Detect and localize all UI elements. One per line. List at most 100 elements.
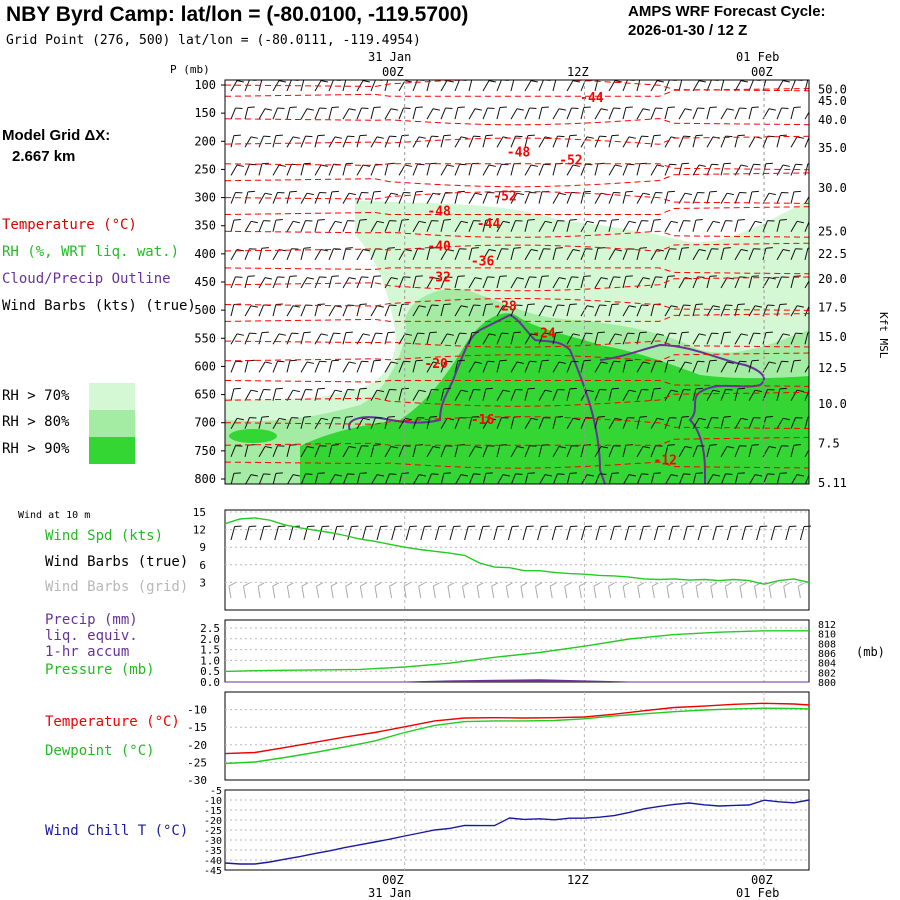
cs-barb-214 xyxy=(286,220,300,232)
cs-barb-27-flag xyxy=(614,80,622,83)
cs-barb-196-staff xyxy=(622,191,627,204)
cs-barb-628-flag xyxy=(796,474,804,477)
cs-barb-537-flag xyxy=(698,417,706,421)
cs-barb-58-flag xyxy=(457,106,465,108)
cs-barb-353 xyxy=(468,304,481,317)
cs-barb-43 xyxy=(244,106,255,120)
cs-barb-80 xyxy=(762,108,776,120)
cs-barb-255-flag xyxy=(278,248,286,252)
cs-barb-607 xyxy=(497,474,510,484)
cs-barb-118-staff xyxy=(706,136,714,148)
cs-barb-48-staff xyxy=(314,107,320,120)
cs-barb-498-staff xyxy=(734,388,739,401)
cs-barb-197-flag xyxy=(642,192,650,196)
cs-barb-238-staff xyxy=(622,221,630,232)
cs-barb-366-staff xyxy=(650,304,655,317)
grid-barb-1-staff xyxy=(243,586,247,599)
cs-barb-464 xyxy=(258,388,271,401)
cs-barb-553-staff xyxy=(328,445,333,457)
cs-barb-410-flag xyxy=(681,331,689,334)
cs-barb-314 xyxy=(510,277,524,289)
cs-barb-208-flag xyxy=(793,190,801,193)
cs-barb-312 xyxy=(482,276,495,289)
cs-barb-165-staff xyxy=(776,164,784,176)
cs-barb-0 xyxy=(230,80,244,92)
cs-barb-395 xyxy=(468,331,479,345)
cs-barb-11 xyxy=(384,80,389,92)
cs-barb-563-staff xyxy=(468,446,476,458)
cs-barb-197-staff xyxy=(636,192,644,204)
wind-tick-6: 6 xyxy=(199,559,206,572)
cs-barb-97 xyxy=(412,136,426,148)
cs-barb-522-flag xyxy=(488,417,496,421)
cs-barb-324 xyxy=(650,276,663,289)
windchill-tick--35: -35 xyxy=(204,846,222,857)
grid-barb-22 xyxy=(549,582,557,599)
cs-barb-52-flag xyxy=(373,106,381,108)
legend-rh90-label: RH > 90% xyxy=(2,441,70,457)
cs-barb-442-staff xyxy=(538,360,543,373)
cs-barb-81 xyxy=(776,107,789,120)
cs-barb-360-flag xyxy=(569,303,577,305)
cs-barb-179-flag xyxy=(390,192,398,196)
cs-barb-561 xyxy=(440,445,453,458)
cs-barb-73 xyxy=(664,106,675,120)
grid-barb-17 xyxy=(476,582,484,599)
true-barb-28-staff xyxy=(639,526,644,541)
cs-barb-424-staff xyxy=(286,360,291,373)
cs-barb-496-flag xyxy=(712,389,720,393)
cs-barb-281-flag xyxy=(639,247,647,249)
cs-barb-95-staff xyxy=(384,135,390,148)
cs-barb-70-flag xyxy=(625,106,633,108)
cs-barb-68-flag xyxy=(600,108,608,111)
precip-tick-0.0: 0.0 xyxy=(200,676,220,689)
cs-barb-23-flag xyxy=(556,79,563,80)
cs-barb-466-flag xyxy=(292,389,300,393)
cs-barb-420 xyxy=(230,360,243,373)
cs-barb-9-flag xyxy=(362,80,370,83)
cs-barb-540-staff xyxy=(734,418,742,429)
cs-barb-82-staff xyxy=(790,107,795,120)
cs-barb-343 xyxy=(328,305,342,317)
cs-barb-19 xyxy=(496,80,509,92)
grid-barb-7 xyxy=(330,582,338,599)
temp-dewpoint-panel: -30-25-20-15-10 xyxy=(187,691,810,787)
cs-barb-445 xyxy=(580,359,591,373)
cs-barb-431-flag xyxy=(390,361,398,364)
cs-barb-572-staff xyxy=(594,446,602,458)
cs-barb-392-staff xyxy=(426,332,431,345)
cs-barb-160-staff xyxy=(706,164,712,176)
cs-barb-597 xyxy=(356,472,367,484)
cs-barb-590-staff xyxy=(258,473,264,484)
cs-barb-143-staff xyxy=(468,163,473,176)
cs-barb-200-staff xyxy=(678,192,686,204)
cs-barb-578-flag xyxy=(684,445,692,449)
cs-barb-517 xyxy=(412,417,425,429)
kft-tick-13: 5.11 xyxy=(818,476,847,490)
cs-barb-168 xyxy=(230,191,243,204)
cs-barb-341 xyxy=(300,304,313,317)
cs-barb-330-staff xyxy=(734,276,740,289)
true-barb-20 xyxy=(522,525,534,541)
temperature-label-5: -44 xyxy=(477,217,501,232)
cs-barb-566-staff xyxy=(510,446,518,458)
cs-barb-240-staff xyxy=(650,219,655,232)
cs-barb-521-flag xyxy=(471,416,479,418)
cs-barb-494 xyxy=(678,388,691,401)
cs-barb-439-staff xyxy=(496,360,501,373)
grid-barb-36-staff xyxy=(754,586,758,599)
cs-barb-22 xyxy=(538,80,551,92)
cs-barb-412 xyxy=(706,332,719,345)
cs-barb-420-staff xyxy=(230,361,236,373)
precip-axis: 0.00.51.01.52.02.5 xyxy=(200,622,220,689)
cs-barb-84 xyxy=(230,134,241,148)
cs-barb-401-staff xyxy=(552,332,557,345)
temperature-contour-6 xyxy=(225,191,809,204)
grid-barb-21-staff xyxy=(535,586,539,599)
cs-barb-298 xyxy=(286,275,297,289)
grid-barb-1 xyxy=(243,582,250,599)
cs-barb-284-flag xyxy=(681,247,689,249)
cs-barb-238 xyxy=(622,220,636,232)
wind-chill-line xyxy=(224,799,810,865)
legend-wind-barbs: Wind Barbs (kts) (true) xyxy=(2,298,196,314)
